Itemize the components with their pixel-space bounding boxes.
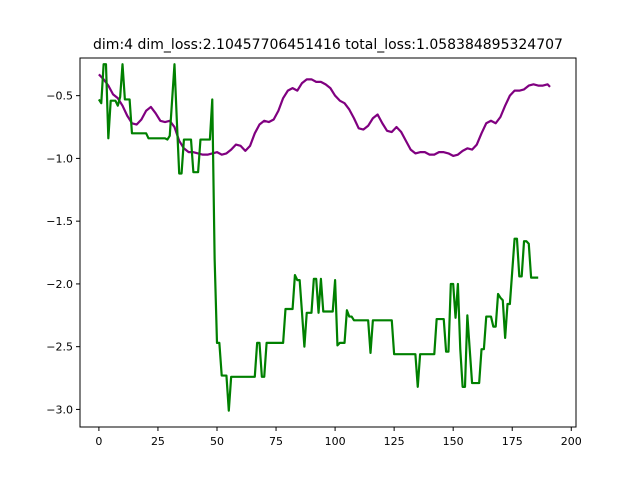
x-tick-label: 175 — [502, 435, 523, 448]
y-tick-label: −1.0 — [46, 152, 73, 165]
chart-title: dim:4 dim_loss:2.10457706451416 total_lo… — [93, 37, 563, 53]
x-tick-label: 200 — [561, 435, 582, 448]
y-tick-label: −2.5 — [46, 341, 73, 354]
x-tick-label: 100 — [325, 435, 346, 448]
x-tick-label: 25 — [151, 435, 165, 448]
x-tick-label: 0 — [95, 435, 102, 448]
y-tick-label: −0.5 — [46, 90, 73, 103]
x-axis-ticks: 0 25 50 75 100 125 150 175 200 — [95, 427, 582, 448]
y-axis-ticks: −0.5 −1.0 −1.5 −2.0 −2.5 −3.0 — [46, 90, 80, 416]
y-tick-label: −2.0 — [46, 278, 73, 291]
y-tick-label: −1.5 — [46, 215, 73, 228]
series-line-2 — [97, 63, 539, 412]
x-tick-label: 75 — [269, 435, 283, 448]
y-tick-label: −3.0 — [46, 403, 73, 416]
x-tick-label: 125 — [384, 435, 405, 448]
x-tick-label: 50 — [210, 435, 224, 448]
x-tick-label: 150 — [443, 435, 464, 448]
series-line-1 — [98, 73, 551, 157]
series-group — [97, 63, 551, 412]
plot-area-frame — [79, 57, 577, 428]
